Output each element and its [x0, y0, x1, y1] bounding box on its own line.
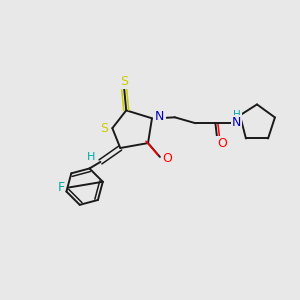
- Text: O: O: [218, 136, 227, 150]
- Text: S: S: [100, 122, 108, 135]
- Text: H: H: [87, 152, 96, 162]
- Text: N: N: [232, 116, 241, 129]
- Text: H: H: [233, 110, 241, 120]
- Text: O: O: [162, 152, 172, 165]
- Text: N: N: [155, 110, 165, 123]
- Text: F: F: [57, 181, 64, 194]
- Text: S: S: [120, 75, 128, 88]
